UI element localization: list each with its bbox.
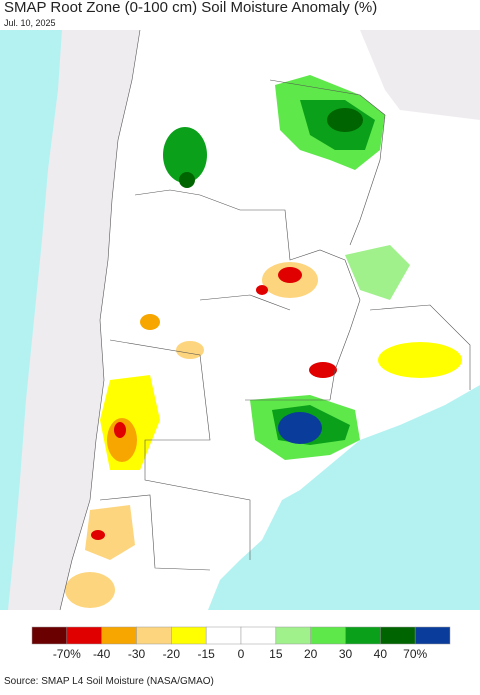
legend-swatch: [101, 626, 137, 645]
legend-label: 30: [339, 647, 353, 661]
wet-area: [345, 245, 410, 300]
legend-label: 20: [304, 647, 318, 661]
legend-swatch: [275, 626, 311, 645]
dry-area: [256, 285, 268, 295]
wet-area: [163, 127, 207, 183]
legend: -70% -40 -30 -20 -15 0 15 20 30 40 70%: [31, 626, 451, 661]
date: Jul. 10, 2025: [4, 18, 56, 28]
legend-swatch: [66, 626, 102, 645]
borders: [59, 29, 471, 611]
legend-swatch: [136, 626, 172, 645]
source: Source: SMAP L4 Soil Moisture (NASA/GMAO…: [4, 676, 214, 687]
legend-label: -15: [197, 647, 215, 661]
title: SMAP Root Zone (0-100 cm) Soil Moisture …: [4, 0, 377, 16]
legend-swatch: [171, 626, 207, 645]
legend-label: 0: [238, 647, 245, 661]
dry-area: [176, 341, 204, 359]
legend-swatch: [380, 626, 416, 645]
legend-label: 40: [374, 647, 388, 661]
legend-label: -40: [93, 647, 111, 661]
dry-area: [65, 572, 115, 608]
legend-swatch: [31, 626, 68, 645]
dry-area: [378, 342, 462, 378]
legend-label: -30: [128, 647, 146, 661]
legend-label: -70%: [53, 647, 81, 661]
anomaly-areas: [65, 75, 462, 608]
legend-swatch: [345, 626, 381, 645]
dry-area: [114, 422, 126, 438]
legend-label: 70%: [403, 647, 427, 661]
wet-area: [278, 412, 322, 444]
dry-area: [309, 362, 337, 378]
legend-swatch: [310, 626, 346, 645]
map: [0, 29, 480, 611]
dry-area: [91, 530, 105, 540]
wet-area: [179, 172, 195, 188]
dry-area: [278, 267, 302, 283]
wet-area: [327, 108, 363, 132]
pacific-ocean: [0, 30, 62, 610]
brazil-west: [360, 30, 480, 120]
legend-swatch: [240, 626, 277, 645]
dry-area: [140, 314, 160, 330]
dry-area: [85, 505, 135, 560]
legend-swatch: [414, 626, 451, 645]
legend-swatch: [205, 626, 242, 645]
atlantic-ocean: [208, 385, 480, 610]
legend-label: 15: [269, 647, 283, 661]
legend-label: -20: [163, 647, 181, 661]
